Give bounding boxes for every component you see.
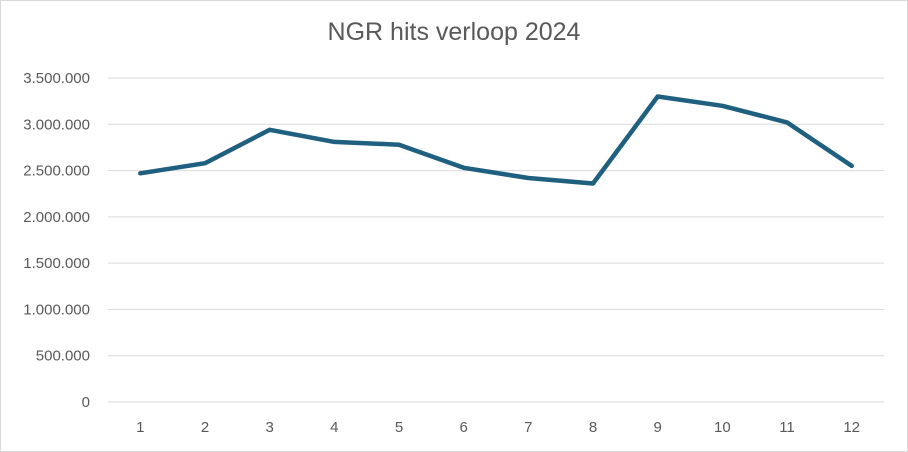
x-tick-label: 10 (714, 419, 731, 436)
x-tick-label: 4 (330, 419, 338, 436)
series-layer (138, 94, 854, 186)
y-axis-ticks: 0 500.000 1.000.000 1.500.000 2.000.000 2.500… (23, 70, 90, 411)
x-axis-ticks: 1 2 3 4 5 6 7 8 9 10 11 12 (136, 419, 860, 436)
x-tick-label: 2 (201, 419, 209, 436)
x-tick-label: 5 (395, 419, 403, 436)
x-tick-label: 6 (459, 419, 467, 436)
y-tick-label: 1.000.000 (23, 301, 90, 318)
x-tick-label: 11 (779, 419, 795, 436)
x-tick-label: 8 (589, 419, 597, 436)
y-tick-label: 0 (82, 394, 90, 411)
x-tick-label: 7 (524, 419, 532, 436)
x-tick-label: 12 (843, 419, 860, 436)
y-tick-label: 3.000.000 (23, 116, 90, 133)
x-tick-label: 9 (653, 419, 661, 436)
gridlines (108, 77, 884, 403)
y-tick-label: 1.500.000 (23, 255, 90, 272)
x-tick-label: 3 (265, 419, 273, 436)
y-tick-label: 2.500.000 (23, 163, 90, 180)
x-tick-label: 1 (136, 419, 144, 436)
chart-title: NGR hits verloop 2024 (327, 18, 581, 46)
y-tick-label: 500.000 (36, 348, 90, 365)
series-line (138, 94, 854, 186)
y-tick-label: 3.500.000 (23, 70, 90, 87)
y-tick-label: 2.000.000 (23, 209, 90, 226)
